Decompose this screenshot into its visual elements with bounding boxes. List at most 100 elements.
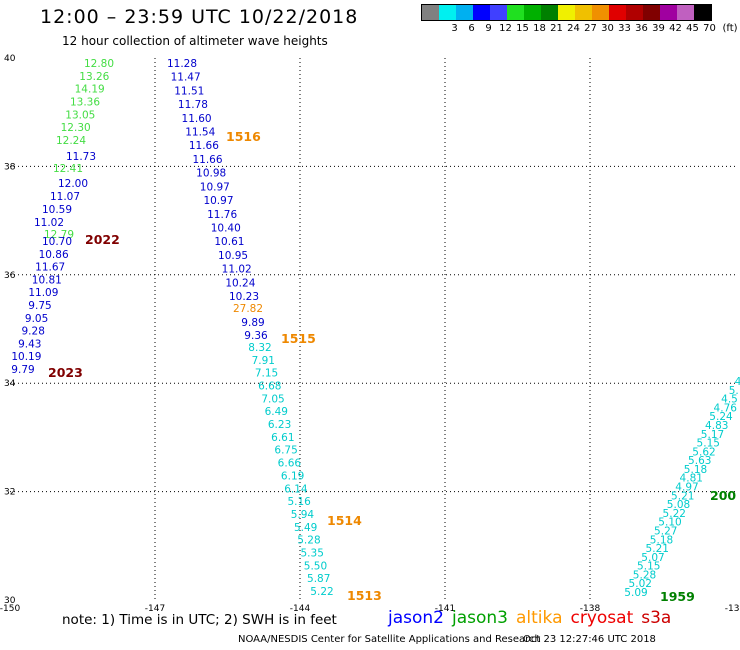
lon-tick-label: -147 bbox=[145, 604, 165, 614]
legend-label: 15 bbox=[516, 23, 529, 34]
satellite-legend-jason2: jason2 bbox=[388, 608, 444, 628]
wave-height-value: 5.50 bbox=[304, 560, 327, 572]
wave-height-value: 10.98 bbox=[196, 168, 226, 180]
wave-height-value: 5.18 bbox=[650, 534, 673, 546]
wave-height-value: 5.16 bbox=[287, 496, 311, 508]
legend-label: 9 bbox=[485, 23, 492, 34]
wave-height-value: 6.19 bbox=[281, 470, 304, 482]
wave-height-value: 10.40 bbox=[211, 222, 241, 234]
wave-height-value: 5.07 bbox=[641, 552, 664, 564]
wave-height-value: 4.81 bbox=[680, 473, 703, 485]
wave-height-value: 11.02 bbox=[34, 217, 64, 229]
wave-height-value: 7.91 bbox=[252, 355, 275, 367]
footnote: note: 1) Time is in UTC; 2) SWH is in fe… bbox=[62, 612, 337, 628]
color-legend: 3 6 9 12 15 18 21 24 27 30 33 36 39 42 45 70 (ft) bbox=[421, 4, 738, 35]
legend-swatch bbox=[439, 5, 456, 20]
wave-height-value: 12.30 bbox=[61, 122, 91, 134]
legend-color-bar bbox=[421, 4, 712, 21]
legend-label: 27 bbox=[584, 23, 597, 34]
wave-height-value: 6.61 bbox=[271, 432, 294, 444]
wave-height-value: 5.08 bbox=[667, 499, 690, 511]
page-subtitle: 12 hour collection of altimeter wave hei… bbox=[62, 34, 328, 48]
wave-height-value: 9.28 bbox=[22, 326, 45, 338]
legend-label: 24 bbox=[567, 23, 580, 34]
legend-labels: 3 6 9 12 15 18 21 24 27 30 33 36 39 42 45 70 (ft) bbox=[421, 21, 737, 35]
legend-label: 21 bbox=[550, 23, 563, 34]
lon-tick-label: -141 bbox=[435, 604, 455, 614]
legend-swatch bbox=[592, 5, 609, 20]
wave-height-value: 5.15 bbox=[697, 438, 720, 450]
legend-swatch bbox=[456, 5, 473, 20]
pass-time-label: 1513 bbox=[347, 588, 382, 603]
satellite-legend: jason2 jason3 altika cryosat s3a bbox=[388, 608, 679, 628]
legend-swatch bbox=[660, 5, 677, 20]
wave-height-value: 9.05 bbox=[25, 313, 48, 325]
legend-swatch bbox=[473, 5, 490, 20]
wave-height-value: 5.94 bbox=[291, 509, 315, 521]
pass-time-label: 200 bbox=[710, 488, 736, 503]
wave-height-value: 4.5 bbox=[721, 394, 738, 406]
legend-label: 6 bbox=[468, 23, 475, 34]
legend-swatch bbox=[609, 5, 626, 20]
wave-height-value: 5.10 bbox=[658, 517, 681, 529]
wave-height-value: 11.66 bbox=[192, 154, 222, 166]
page-title: 12:00 – 23:59 UTC 10/22/2018 bbox=[40, 6, 359, 28]
satellite-legend-altika: altika bbox=[516, 608, 563, 628]
wave-height-value: 11.73 bbox=[66, 151, 96, 163]
wave-height-value: 6.75 bbox=[274, 445, 297, 457]
lat-tick-label: 38 bbox=[4, 162, 16, 172]
wave-height-value: 12.24 bbox=[56, 135, 86, 147]
wave-height-value: 9.75 bbox=[28, 300, 51, 312]
wave-height-value: 10.23 bbox=[229, 291, 259, 303]
wave-height-value: 10.97 bbox=[203, 195, 233, 207]
credit-line: NOAA/NESDIS Center for Satellite Applica… bbox=[238, 634, 541, 645]
legend-swatch bbox=[626, 5, 643, 20]
generation-timestamp: Oct 23 12:27:46 UTC 2018 bbox=[523, 634, 656, 645]
time-labels: 1516 2022 1515 2023 1514 1513 200 1959 bbox=[48, 129, 736, 604]
wave-height-value: 11.60 bbox=[182, 113, 212, 125]
wave-height-value: 5.22 bbox=[663, 508, 686, 520]
legend-label: 12 bbox=[499, 23, 512, 34]
wave-height-value: 4.76 bbox=[714, 402, 738, 414]
legend-label: 42 bbox=[669, 23, 682, 34]
wave-height-value: 10.97 bbox=[200, 181, 230, 193]
wave-height-value: 9.79 bbox=[11, 364, 34, 376]
wave-height-value: 11.76 bbox=[207, 209, 237, 221]
legend-swatch bbox=[422, 5, 439, 20]
wave-height-value: 11.54 bbox=[185, 127, 215, 139]
legend-label: 36 bbox=[635, 23, 648, 34]
pass-time-label: 1516 bbox=[226, 129, 261, 144]
wave-height-value: 5.87 bbox=[307, 573, 330, 585]
wave-height-value: 11.02 bbox=[222, 264, 252, 276]
wave-height-value: 10.59 bbox=[42, 204, 72, 216]
lon-tick-label: -135 bbox=[725, 604, 740, 614]
wave-height-value: 6.23 bbox=[268, 419, 291, 431]
wave-height-value: 10.81 bbox=[32, 274, 62, 286]
lat-tick-label: 34 bbox=[4, 379, 16, 389]
legend-swatch bbox=[507, 5, 524, 20]
wave-height-value: 5.63 bbox=[688, 455, 711, 467]
lat-tick-label: 30 bbox=[4, 596, 16, 606]
lon-tick-label: -144 bbox=[290, 604, 311, 614]
legend-label: 39 bbox=[652, 23, 665, 34]
wave-height-value: 6.66 bbox=[278, 458, 302, 470]
wave-height-value: 5.28 bbox=[633, 569, 656, 581]
wave-height-value: 4.83 bbox=[705, 420, 728, 432]
map-grid bbox=[10, 58, 735, 600]
wave-height-value: 13.36 bbox=[70, 97, 100, 109]
wave-height-value: 5.09 bbox=[624, 587, 647, 599]
wave-height-value: 11.78 bbox=[178, 99, 208, 111]
axis-labels: -150 -147 -144 -141 -138 -135 40 38 36 34 32 30 bbox=[0, 54, 740, 614]
wave-height-value: 5.02 bbox=[629, 578, 652, 590]
wave-height-value: 5.27 bbox=[654, 525, 677, 537]
legend-swatch bbox=[490, 5, 507, 20]
wave-height-value: 4 bbox=[735, 376, 740, 388]
wave-height-value: 12.41 bbox=[53, 163, 83, 175]
wave-height-value: 6.49 bbox=[265, 406, 288, 418]
wave-height-value: 10.24 bbox=[225, 277, 255, 289]
wave-height-value: 27.82 bbox=[233, 303, 263, 315]
wave-height-value: 5.21 bbox=[671, 490, 694, 502]
legend-swatch bbox=[524, 5, 541, 20]
